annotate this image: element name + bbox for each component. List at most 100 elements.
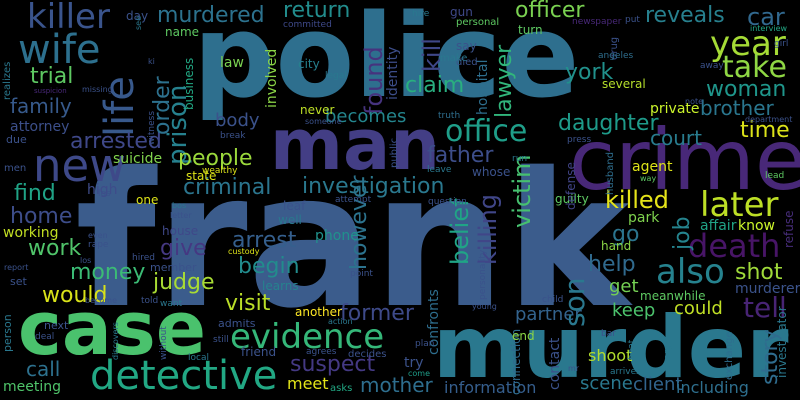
word-beat: beat [627, 339, 637, 360]
word-return: return [283, 0, 351, 23]
word-even: even [88, 231, 108, 240]
word-park: park [628, 210, 660, 226]
word-wife: wife [18, 27, 101, 73]
word-money: money [70, 260, 146, 285]
word-officer: officer [515, 0, 585, 23]
word-witness: witness [147, 110, 157, 145]
word-make: make [440, 53, 468, 64]
word-personality: personality [478, 249, 488, 300]
word-arrives: arrives [610, 367, 641, 377]
word-realizes: realizes [2, 61, 13, 100]
word-way: way [640, 174, 657, 183]
word-personal: personal [456, 17, 500, 28]
word-missing: missing [82, 85, 113, 94]
word-whose: whose [472, 165, 511, 179]
word-hired: hired [132, 253, 155, 263]
word-york: york [565, 60, 614, 85]
word-name: name [165, 25, 200, 39]
word-report: report [4, 263, 29, 272]
word-private: private [650, 101, 700, 117]
word-without: without [159, 326, 169, 360]
word-son: son [558, 277, 591, 327]
word-lawyer: lawyer [492, 44, 517, 118]
word-bos: bos [172, 201, 187, 210]
word-never: never [300, 103, 335, 117]
word-client: client [633, 374, 683, 395]
word-go: go [612, 222, 640, 247]
word-affair: affair [700, 218, 737, 234]
word-job: job [670, 216, 695, 250]
word-point: point [350, 269, 373, 279]
word-get: get [609, 276, 639, 297]
word-belief: belief [446, 198, 474, 265]
word-police: police [193, 0, 580, 124]
word-suspicion: suspicion [34, 87, 67, 95]
word-people: people [178, 146, 253, 171]
word-later: later [700, 185, 779, 225]
word-shoot: shoot [588, 346, 633, 365]
word-found: found [360, 46, 388, 115]
word-died: died [456, 57, 478, 68]
word-including: including [676, 378, 749, 397]
word-well: well [278, 213, 302, 227]
word-arrest: arrest [232, 228, 297, 253]
word-agent: agent [632, 159, 673, 175]
word-give: give [160, 236, 207, 261]
word-high: high [87, 182, 118, 198]
word-working: working [3, 225, 59, 241]
word-set: set [10, 275, 27, 288]
word-break: break [220, 131, 246, 141]
word-office: office [445, 114, 528, 149]
word-woman: woman [706, 77, 787, 102]
word-child: child [542, 295, 564, 305]
word-identity: identity [385, 46, 401, 100]
word-murderer: murderer [735, 281, 800, 297]
word-come: come [408, 369, 431, 378]
word-hand: hand [601, 239, 632, 253]
word-los-2: los [80, 256, 92, 265]
word-body: body [215, 110, 260, 131]
word-partner: partner [515, 304, 582, 325]
word-claim: claim [405, 73, 465, 98]
word-could: could [674, 298, 723, 319]
word-arrested: arrested [70, 129, 162, 154]
word-local: local [188, 353, 209, 363]
word-see: see [134, 15, 143, 30]
word-investigator: investigator [775, 306, 789, 378]
word-still: still [213, 335, 229, 345]
word-newspaper: newspaper [572, 17, 622, 27]
word-new: new [33, 139, 127, 192]
word-former: former [340, 301, 414, 326]
word-next: next [44, 319, 69, 332]
word-men: men [4, 163, 27, 174]
word-trial: trial [30, 64, 74, 89]
word-friend: friend [241, 345, 277, 359]
word-tell: tell [743, 291, 787, 324]
word-end: end [512, 329, 535, 343]
word-involved: involved [264, 48, 280, 108]
word-told: told [141, 296, 159, 306]
word-refuse: refuse [782, 210, 796, 248]
word-due: due [6, 133, 27, 146]
word-criminal: criminal [183, 175, 272, 200]
word-time: time [740, 118, 790, 143]
word-plan: plan [415, 339, 435, 349]
word-ki: ki [148, 57, 155, 66]
word-man: man [270, 104, 441, 186]
word-brother: brother [700, 96, 774, 120]
word-crime: crime [569, 111, 800, 209]
word-shot: shot [735, 260, 783, 285]
word-work: work [28, 236, 82, 261]
word-city: city [298, 57, 320, 71]
word-home: home [10, 204, 73, 229]
word-question: question [428, 197, 467, 207]
word-angeles: angeles [598, 51, 634, 61]
word-evidence: evidence [230, 317, 385, 357]
word-someone: someone [305, 117, 342, 126]
word-try: try [404, 355, 424, 371]
word-frank: frank [75, 132, 630, 349]
word-family: family [10, 94, 72, 118]
word-note: note [685, 97, 704, 106]
word-day: day [126, 9, 149, 23]
